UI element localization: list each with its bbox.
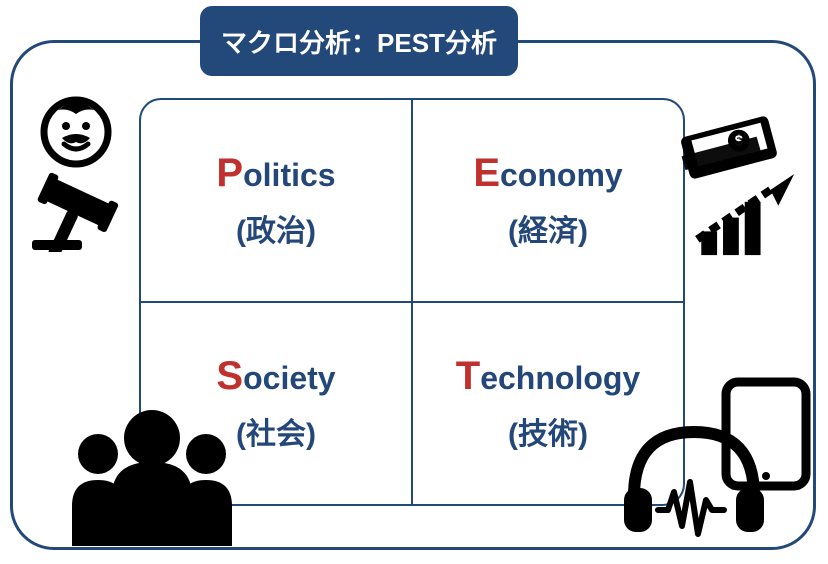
politics-jp: (政治)	[236, 206, 316, 250]
politics-icon	[24, 92, 164, 252]
politics-initial: P	[216, 151, 243, 196]
header-pill: マクロ分析：PEST分析	[200, 6, 518, 76]
society-jp: (社会)	[236, 409, 316, 453]
economy-term: E conomy	[473, 151, 622, 196]
quadrant-economy: E conomy (経済)	[412, 98, 685, 302]
society-rest: ociety	[243, 360, 335, 397]
society-term: S ociety	[216, 354, 335, 399]
society-initial: S	[216, 354, 243, 399]
technology-icon	[614, 376, 814, 546]
economy-initial: E	[473, 151, 500, 196]
politics-rest: olitics	[243, 157, 335, 194]
technology-initial: T	[456, 354, 480, 399]
technology-term: T echnology	[456, 354, 640, 399]
politics-term: P olitics	[216, 151, 335, 196]
quadrant-politics: P olitics (政治)	[139, 98, 412, 302]
technology-jp: (技術)	[508, 409, 588, 453]
pest-diagram: マクロ分析：PEST分析 P olitics (政治) E conomy (経済…	[0, 0, 828, 564]
economy-rest: conomy	[500, 157, 623, 194]
economy-icon: $	[646, 104, 804, 264]
economy-jp: (経済)	[508, 206, 588, 250]
header-title: マクロ分析：PEST分析	[221, 23, 497, 60]
society-icon	[62, 396, 242, 546]
